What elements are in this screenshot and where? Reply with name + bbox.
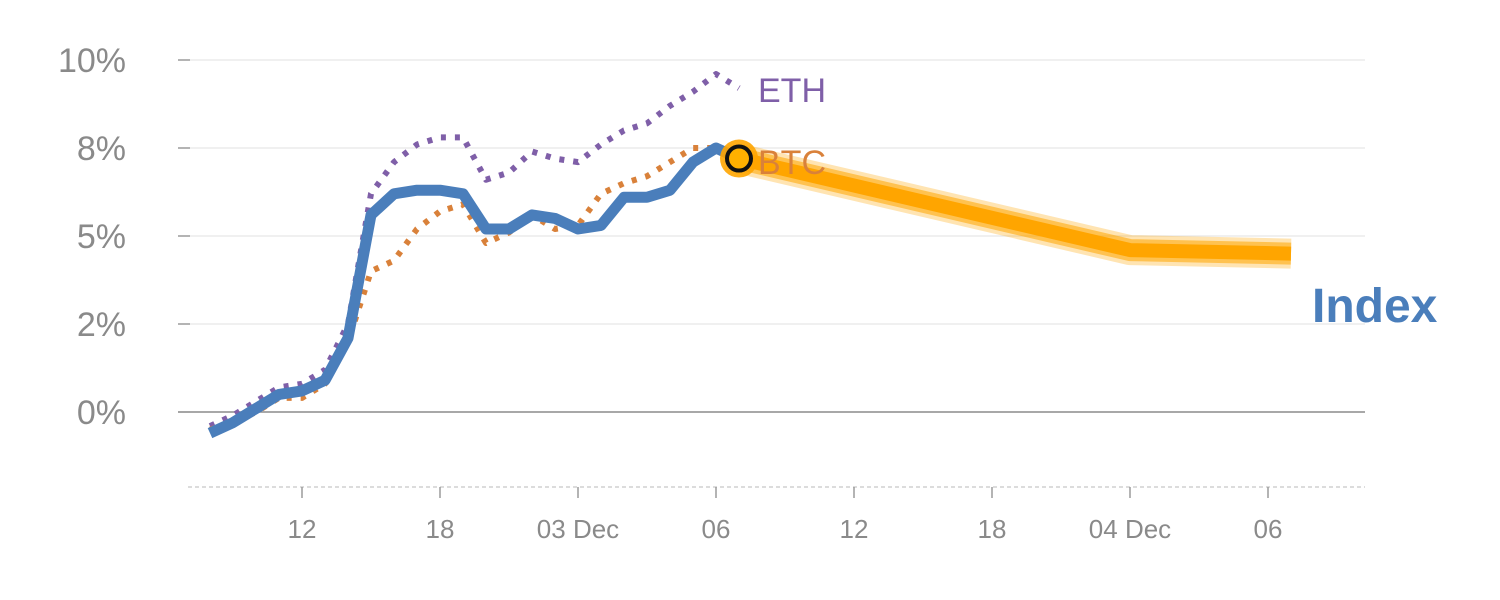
x-tick-label: 03 Dec [537, 514, 619, 544]
x-axis: 12 18 03 Dec 06 12 18 04 Dec 06 [288, 487, 1283, 544]
markers [720, 139, 758, 178]
y-tick-label: 10% [58, 42, 126, 80]
eth-series-label: ETH [758, 72, 826, 110]
x-tick-label: 06 [1254, 514, 1283, 544]
y-tick-label: 2% [77, 306, 126, 344]
gridlines [178, 59, 1365, 413]
y-tick-label: 8% [77, 130, 126, 168]
x-tick-label: 12 [288, 514, 317, 544]
btc-series-label: BTC [758, 144, 826, 182]
x-tick-label: 18 [978, 514, 1007, 544]
y-tick-label: 5% [77, 218, 126, 256]
index-series-label: Index [1312, 280, 1438, 333]
series-lines [207, 71, 742, 439]
x-tick-label: 06 [702, 514, 731, 544]
forecast-band [735, 143, 1292, 269]
x-tick-label: 18 [426, 514, 455, 544]
y-axis: 0% 2% 5% 8% 10% [58, 42, 190, 432]
current-point-marker [725, 144, 753, 173]
x-tick-label: 04 Dec [1089, 514, 1171, 544]
x-tick-label: 12 [840, 514, 869, 544]
series-line-eth [208, 71, 741, 429]
series-line-index [207, 142, 742, 439]
y-tick-label: 0% [77, 394, 126, 432]
forecast-line [737, 151, 1292, 261]
